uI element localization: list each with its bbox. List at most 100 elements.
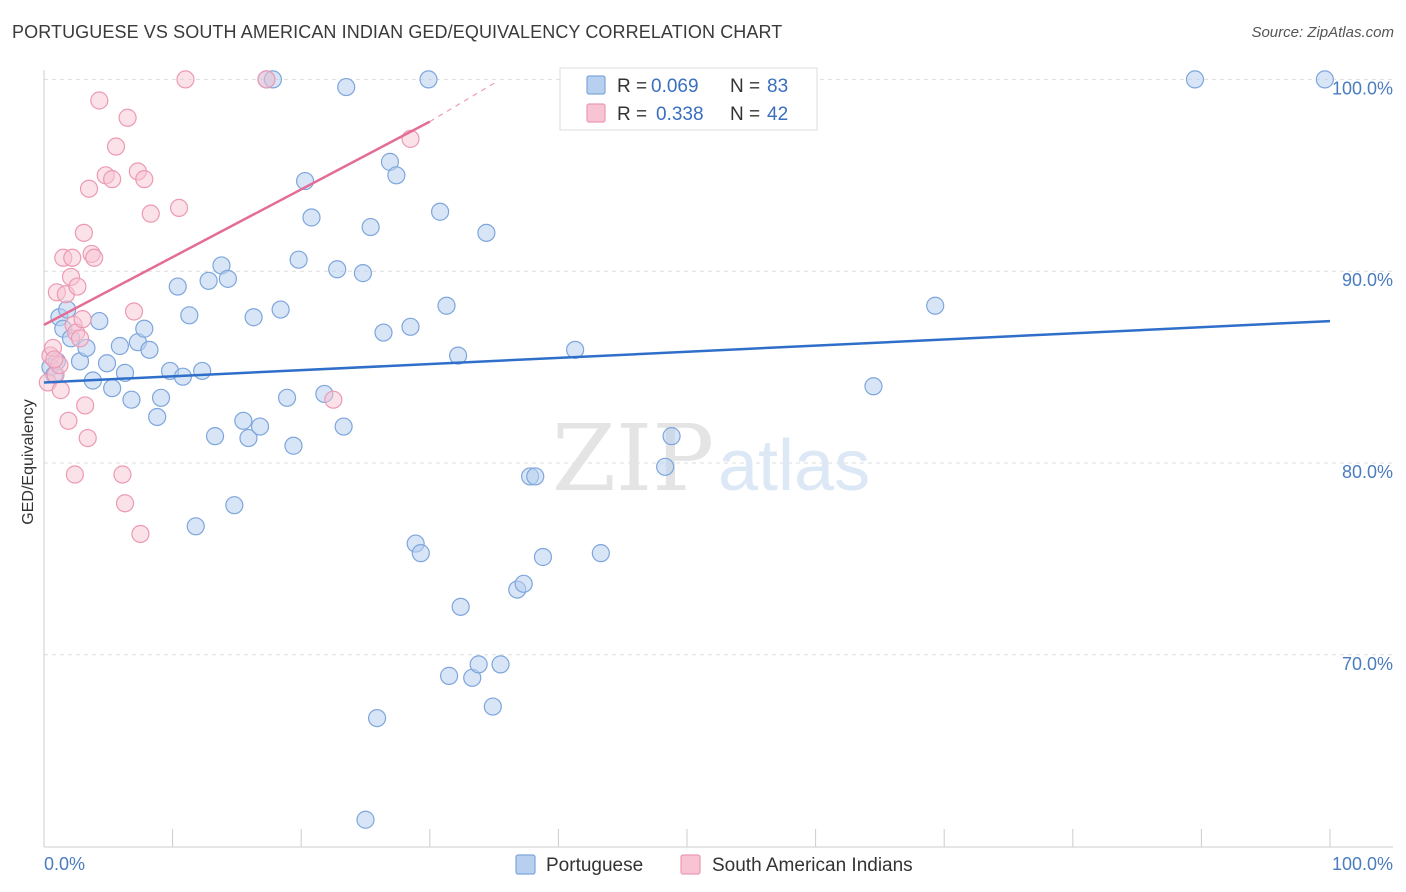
point-portuguese [302, 208, 321, 227]
point-portuguese [356, 810, 375, 829]
point-portuguese [334, 417, 353, 436]
y-tick-label: 100.0% [1332, 78, 1393, 98]
trend-line-south-american-indians [43, 120, 431, 327]
point-portuguese [374, 323, 393, 342]
point-south-american-indians [78, 428, 97, 448]
point-portuguese [135, 319, 154, 338]
chart-title: PORTUGUESE VS SOUTH AMERICAN INDIAN GED/… [12, 22, 783, 42]
point-portuguese [97, 354, 117, 373]
trend-line-portuguese [43, 319, 1331, 384]
point-portuguese [662, 427, 681, 446]
x-tick-label-max: 100.0% [1332, 854, 1393, 874]
point-portuguese [430, 202, 450, 221]
point-south-american-indians [74, 223, 93, 242]
series-legend: Portuguese South American Indians [515, 854, 913, 876]
point-portuguese [193, 361, 212, 381]
point-portuguese [151, 388, 171, 407]
point-portuguese [411, 544, 430, 563]
point-portuguese [186, 517, 205, 536]
point-portuguese [477, 223, 496, 242]
trend-extension-south-american-indians [429, 82, 495, 123]
point-portuguese [218, 269, 237, 288]
axes [43, 70, 1393, 848]
point-south-american-indians [124, 302, 144, 321]
point-portuguese [483, 697, 502, 716]
y-tick-label: 90.0% [1342, 270, 1393, 290]
point-south-american-indians [169, 198, 189, 218]
point-portuguese [271, 300, 290, 319]
point-south-american-indians [131, 524, 150, 544]
point-south-american-indians [106, 137, 126, 156]
point-south-american-indians [103, 170, 122, 189]
point-south-american-indians [59, 411, 78, 430]
legend-swatch-south-american-indians [586, 103, 606, 123]
correlation-legend: R = 0.069 N = 83 R = 0.338 N = 42 [559, 67, 818, 131]
point-portuguese [140, 340, 159, 359]
point-portuguese [1315, 70, 1334, 89]
point-portuguese [591, 544, 610, 563]
point-south-american-indians [79, 179, 99, 198]
point-portuguese [289, 250, 308, 269]
gridlines: 70.0% 80.0% 90.0% 100.0% [44, 78, 1393, 674]
point-south-american-indians [257, 70, 276, 89]
point-portuguese [122, 390, 141, 409]
series-legend-label-portuguese: Portuguese [546, 855, 643, 876]
watermark: ZIP atlas [552, 405, 870, 512]
y-tick-label: 70.0% [1342, 654, 1393, 674]
point-portuguese [451, 597, 470, 616]
point-portuguese [337, 77, 356, 97]
point-portuguese [533, 547, 553, 567]
point-portuguese [90, 311, 109, 331]
point-portuguese [401, 317, 420, 336]
point-portuguese [284, 436, 303, 455]
point-south-american-indians [70, 329, 90, 348]
watermark-zip: ZIP [552, 405, 714, 512]
point-portuguese [419, 70, 438, 89]
legend-r-label-portuguese: R = [617, 76, 647, 97]
point-portuguese [148, 407, 167, 427]
point-portuguese [864, 377, 883, 396]
legend-r-value-south-american-indians: 0.338 [656, 104, 704, 125]
point-portuguese [491, 655, 510, 674]
point-south-american-indians [90, 91, 109, 110]
point-south-american-indians [135, 170, 154, 189]
point-portuguese [225, 496, 244, 515]
point-portuguese [168, 277, 187, 296]
point-south-american-indians [176, 70, 195, 89]
series-legend-swatch-south-american-indians [680, 854, 701, 875]
legend-swatch-portuguese [586, 75, 606, 95]
point-portuguese [103, 379, 122, 398]
point-portuguese [234, 411, 253, 430]
point-portuguese [180, 306, 199, 325]
point-south-american-indians [73, 310, 92, 329]
point-portuguese [437, 296, 456, 315]
point-portuguese [361, 217, 380, 237]
point-south-american-indians [85, 248, 104, 267]
point-south-american-indians [141, 204, 160, 223]
point-portuguese [244, 308, 263, 327]
point-portuguese [115, 363, 135, 382]
series-legend-label-south-american-indians: South American Indians [712, 855, 913, 876]
point-portuguese [1185, 70, 1205, 89]
legend-n-value-portuguese: 83 [767, 76, 788, 97]
point-portuguese [367, 708, 387, 728]
legend-n-label-south-american-indians: N = [730, 104, 760, 125]
y-axis-title: GED/Equivalency [20, 399, 37, 524]
point-portuguese [926, 296, 945, 315]
point-portuguese [199, 271, 218, 290]
point-south-american-indians [76, 396, 95, 415]
legend-n-value-south-american-indians: 42 [767, 104, 788, 125]
point-portuguese [205, 427, 225, 446]
point-portuguese [277, 388, 297, 407]
trend-lines [43, 82, 1331, 384]
point-portuguese [250, 417, 270, 436]
x-tick-label-min: 0.0% [44, 854, 85, 874]
series-legend-swatch-portuguese [515, 854, 536, 875]
point-south-american-indians [65, 465, 84, 484]
south-american-indian-points [38, 70, 420, 544]
source-credit: Source: ZipAtlas.com [1251, 24, 1394, 41]
point-south-american-indians [324, 390, 343, 409]
point-south-american-indians [51, 381, 70, 400]
point-south-american-indians [68, 277, 87, 296]
